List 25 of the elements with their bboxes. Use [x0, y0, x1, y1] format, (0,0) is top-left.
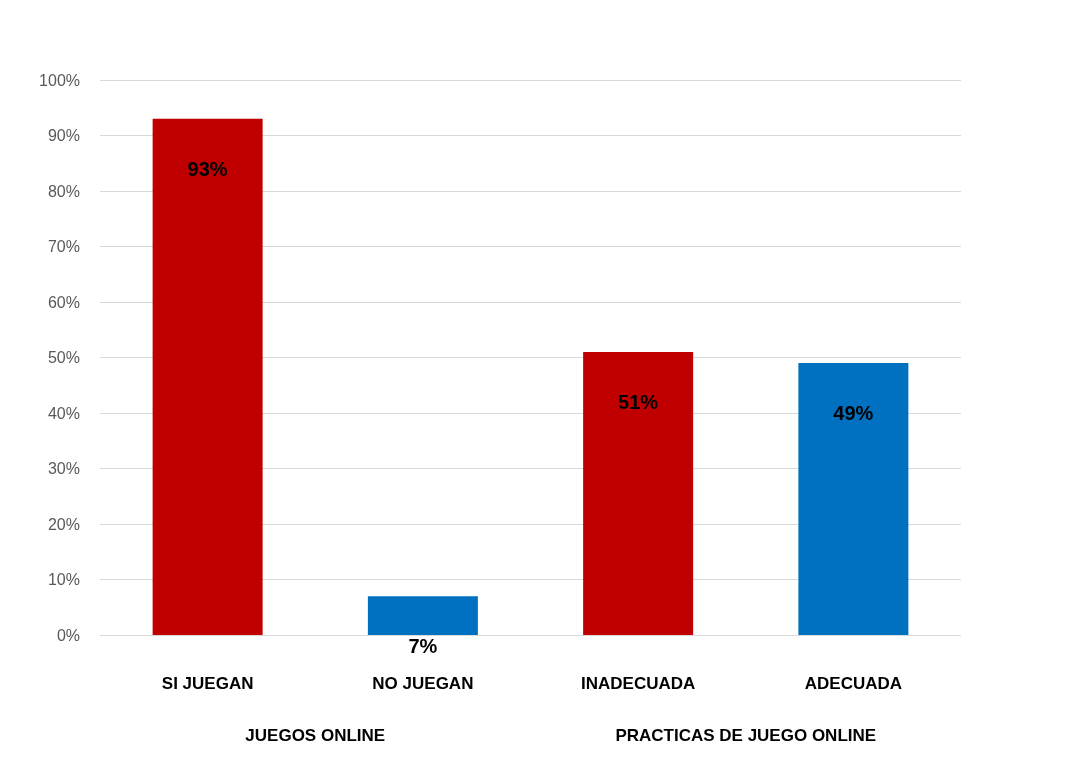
x-tick-label: NO JUEGAN — [372, 674, 474, 693]
y-tick-label: 0% — [56, 626, 80, 644]
x-tick-label: ADECUADA — [804, 674, 903, 693]
text: PRACTICAS DE JUEGO ONLINE — [615, 725, 877, 745]
y-tick-label: 60% — [47, 293, 80, 311]
bar — [152, 118, 263, 635]
bar — [367, 596, 478, 635]
data-label: 51% — [618, 390, 659, 413]
data-label: 7% — [408, 635, 438, 658]
data-label: 93% — [187, 157, 228, 180]
y-tick-label: 50% — [47, 349, 80, 366]
y-tick-label: 10% — [47, 571, 80, 588]
bar — [583, 351, 694, 635]
x-tick-label: INADECUADA — [580, 674, 696, 693]
data-label: 49% — [833, 402, 874, 425]
text: JUEGOS ONLINE — [245, 725, 386, 745]
y-tick-label: 70% — [47, 238, 80, 255]
y-tick-label: 30% — [47, 460, 80, 477]
bar — [798, 363, 909, 635]
y-tick-label: 20% — [47, 515, 80, 533]
x-tick-label: SI JUEGAN — [161, 674, 254, 693]
y-tick-label: 90% — [47, 127, 80, 144]
y-tick-label: 40% — [47, 404, 80, 422]
y-tick-label: 100% — [39, 71, 80, 89]
y-tick-label: 80% — [47, 182, 80, 200]
